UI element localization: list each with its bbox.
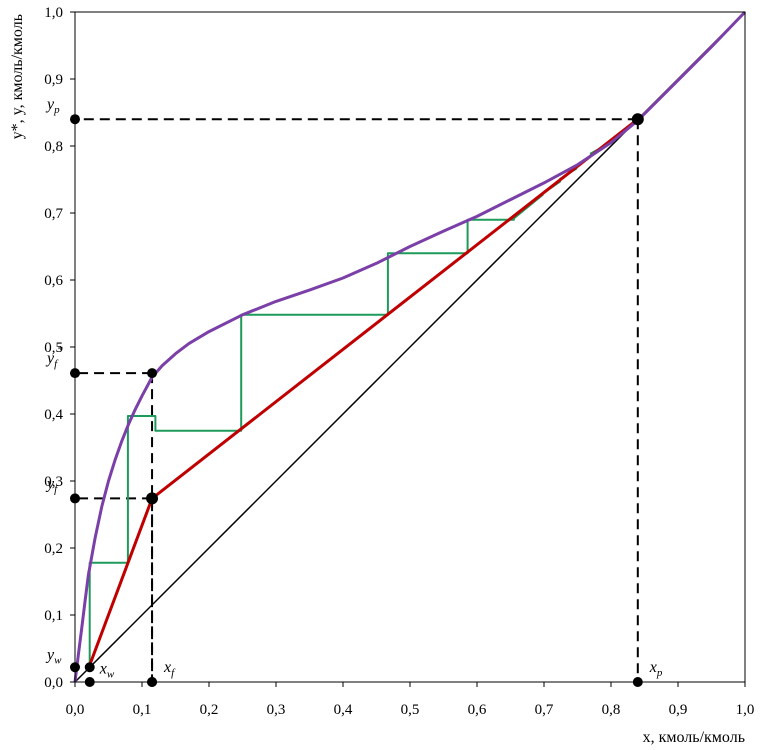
annotation-xf: xf <box>163 659 176 679</box>
y-tick-label: 0,2 <box>44 541 63 557</box>
y-tick-label: 0,0 <box>44 675 63 691</box>
x-tick-label: 0,9 <box>669 702 688 718</box>
annotation-yw: yw <box>45 646 62 666</box>
y-tick-label: 0,5 <box>44 340 63 356</box>
y-tick-label: 0,9 <box>44 72 63 88</box>
x-axis-label: x, кмоль/кмоль <box>643 729 745 746</box>
x-tick-label: 0,6 <box>468 702 487 718</box>
y-tick-label: 0,4 <box>44 407 63 423</box>
x-tick-label: 0,2 <box>200 702 219 718</box>
x-tick-label: 0,5 <box>401 702 420 718</box>
y-tick-label: 0,6 <box>44 273 63 289</box>
series-rectifying-operating-line <box>151 118 639 500</box>
x-tick-label: 0,8 <box>602 702 621 718</box>
marker-xf <box>146 492 159 505</box>
y-tick-label: 0,3 <box>44 474 63 490</box>
axes: 0,0 0,1 0,2 0,3 0,4 0,5 0,6 0,7 0,8 0,9 1,0 0,0 0,1 0… <box>44 5 754 718</box>
series-equilibrium <box>73 10 747 683</box>
x-tick-label: 0,0 <box>66 702 85 718</box>
series-stripping-operating-line <box>86 497 154 670</box>
x-tick-label: 1,0 <box>736 702 755 718</box>
annotation-yp: yp <box>45 96 60 116</box>
annotation-xw: xw <box>99 660 115 680</box>
x-tick-label: 0,3 <box>267 702 286 718</box>
x-tick-label: 0,4 <box>334 702 353 718</box>
annotation-xp: xp <box>649 659 663 679</box>
x-tick-label: 0,1 <box>133 702 152 718</box>
marker-xw <box>84 662 95 673</box>
y-axis-label: y*, y, кмоль/кмоль <box>9 14 26 139</box>
marker-xf-star <box>147 368 158 379</box>
y-tick-label: 0,7 <box>44 206 63 222</box>
marker-xp <box>631 113 644 126</box>
y-tick-label: 0,8 <box>44 139 63 155</box>
y-tick-label: 0,1 <box>44 608 63 624</box>
y-tick-label: 1,0 <box>44 5 63 21</box>
x-tick-label: 0,7 <box>535 702 554 718</box>
